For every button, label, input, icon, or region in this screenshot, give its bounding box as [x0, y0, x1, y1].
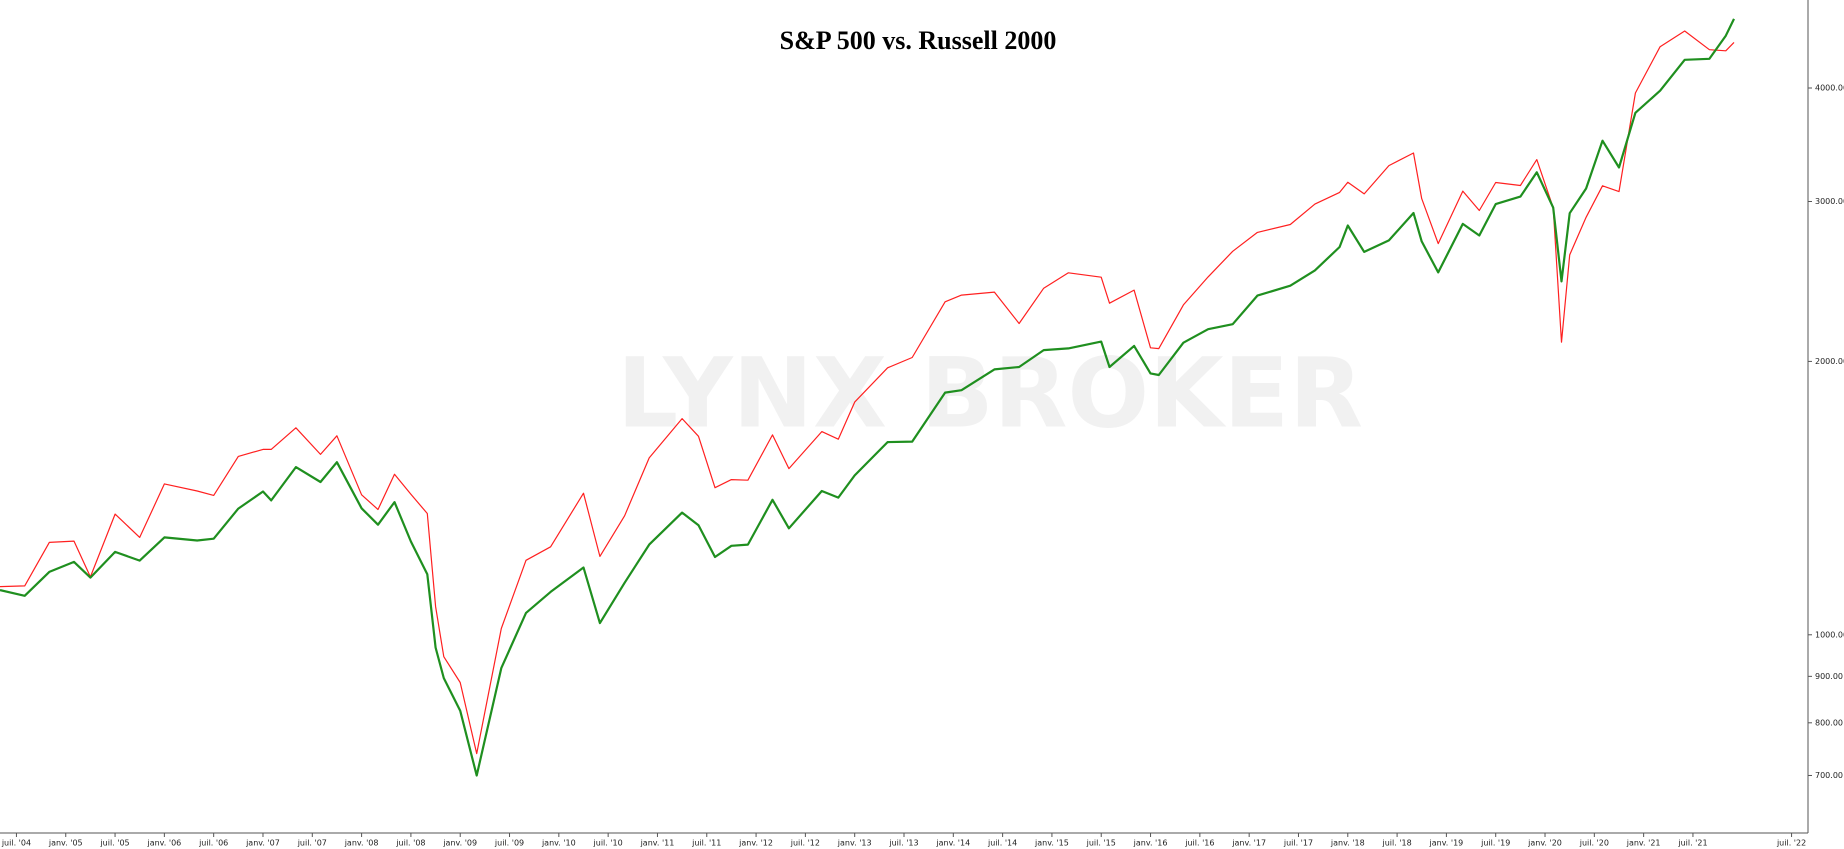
x-tick-label: janv. '08	[344, 839, 379, 848]
x-tick-label: juil. '11	[691, 839, 721, 848]
watermark: LYNX BROKER	[617, 337, 1363, 449]
x-tick-label: juil. '18	[1381, 839, 1411, 848]
series-line	[0, 18, 1735, 777]
x-tick-label: janv. '16	[1133, 839, 1168, 848]
x-tick-label: juil. '20	[1579, 839, 1609, 848]
x-tick-label: juil. '14	[987, 839, 1017, 848]
y-tick-label: 1000.00	[1815, 630, 1844, 639]
x-tick-label: janv. '06	[146, 839, 181, 848]
y-tick-label: 4000.00	[1815, 84, 1844, 93]
x-tick-label: janv. '20	[1527, 839, 1562, 848]
x-tick-label: janv. '18	[1330, 839, 1365, 848]
x-tick-label: juil. '07	[297, 839, 327, 848]
y-tick-label: 2000.00	[1815, 357, 1844, 366]
x-tick-label: janv. '21	[1626, 839, 1661, 848]
x-tick-label: juil. '22	[1776, 839, 1806, 848]
x-tick-label: janv. '05	[48, 839, 83, 848]
y-tick-label: 800.00	[1815, 718, 1843, 727]
x-tick-label: janv. '07	[245, 839, 280, 848]
x-tick-label: janv. '11	[640, 839, 675, 848]
x-tick-label: janv. '15	[1034, 839, 1069, 848]
x-tick-label: janv. '19	[1429, 839, 1464, 848]
x-tick-label: janv. '14	[935, 839, 970, 848]
x-tick-label: juil. '12	[790, 839, 820, 848]
x-tick-label: juil. '13	[888, 839, 918, 848]
x-tick-label: janv. '09	[442, 839, 477, 848]
series-line	[0, 30, 1735, 755]
y-tick-label: 900.00	[1815, 672, 1843, 681]
x-tick-label: janv. '17	[1231, 839, 1266, 848]
x-tick-label: juil. '09	[494, 839, 524, 848]
x-tick-label: juil. '15	[1086, 839, 1116, 848]
y-tick-label: 3000.00	[1815, 197, 1844, 206]
x-tick-label: juil. '06	[198, 839, 228, 848]
x-tick-label: juil. '05	[99, 839, 129, 848]
y-tick-label: 700.00	[1815, 771, 1843, 780]
x-tick-label: juil. '21	[1677, 839, 1707, 848]
x-tick-label: janv. '12	[738, 839, 773, 848]
x-tick-label: juil. '16	[1184, 839, 1214, 848]
x-tick-label: juil. '10	[593, 839, 623, 848]
chart-title: S&P 500 vs. Russell 2000	[780, 26, 1057, 55]
x-tick-label: juil. '19	[1480, 839, 1510, 848]
x-tick-label: janv. '10	[541, 839, 576, 848]
x-tick-label: juil. '04	[1, 839, 31, 848]
x-tick-label: juil. '08	[395, 839, 425, 848]
x-tick-label: janv. '13	[837, 839, 872, 848]
x-tick-label: juil. '17	[1283, 839, 1313, 848]
